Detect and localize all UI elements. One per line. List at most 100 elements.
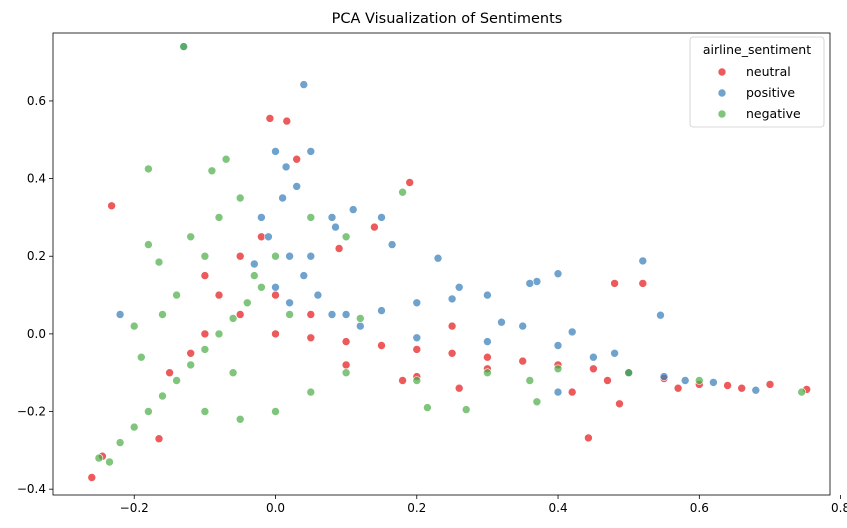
point-negative-9 xyxy=(115,438,125,447)
point-negative-27 xyxy=(129,321,139,331)
point-negative-25 xyxy=(158,310,167,319)
point-negative-36 xyxy=(624,368,634,378)
point-neutral-47 xyxy=(567,387,577,397)
point-positive-18 xyxy=(412,298,422,308)
point-neutral-26 xyxy=(377,341,386,350)
point-neutral-33 xyxy=(235,251,245,261)
point-neutral-49 xyxy=(398,376,407,385)
point-positive-13 xyxy=(553,269,563,279)
point-positive-19 xyxy=(377,306,386,315)
point-negative-21 xyxy=(186,232,195,242)
point-neutral-38 xyxy=(165,368,174,378)
point-negative-18 xyxy=(243,298,252,308)
point-negative-12 xyxy=(158,391,167,401)
point-positive-32 xyxy=(553,341,563,350)
x-axis: −0.2 0.0 0.2 0.4 0.6 0.8 xyxy=(120,495,847,515)
point-positive-40 xyxy=(264,232,273,242)
y-tick-label: −0.2 xyxy=(17,405,46,419)
point-negative-48 xyxy=(228,368,238,378)
legend-box xyxy=(689,36,825,128)
point-neutral-6 xyxy=(292,154,302,164)
point-positive-34 xyxy=(412,333,422,343)
point-negative-20 xyxy=(200,251,210,261)
point-negative-40 xyxy=(461,405,471,414)
point-negative-0 xyxy=(179,42,188,51)
point-neutral-25 xyxy=(412,345,422,354)
point-positive-41 xyxy=(299,271,309,280)
point-neutral-11 xyxy=(615,399,624,409)
x-tick-label: −0.2 xyxy=(120,501,149,515)
point-neutral-0 xyxy=(87,473,97,482)
point-neutral-10 xyxy=(584,433,593,443)
legend-title: airline_sentiment xyxy=(703,42,811,57)
point-negative-46 xyxy=(250,271,259,280)
x-tick-label: 0.4 xyxy=(549,501,568,515)
point-neutral-39 xyxy=(186,348,195,358)
point-neutral-23 xyxy=(483,352,492,362)
y-tick-label: 0.4 xyxy=(27,172,46,186)
x-tick-label: 0.2 xyxy=(407,501,426,515)
point-negative-7 xyxy=(94,453,104,463)
point-positive-24 xyxy=(610,348,619,358)
point-negative-23 xyxy=(235,193,245,203)
legend: airline_sentiment neutral positive negat… xyxy=(689,36,825,128)
point-positive-35 xyxy=(271,282,280,292)
point-neutral-31 xyxy=(214,290,224,300)
point-neutral-24 xyxy=(447,348,457,358)
point-positive-38 xyxy=(278,193,287,203)
y-tick-label: 0.2 xyxy=(27,249,46,263)
point-negative-10 xyxy=(129,422,139,432)
point-negative-11 xyxy=(144,407,153,416)
point-negative-41 xyxy=(532,397,542,407)
point-neutral-4 xyxy=(265,114,275,123)
point-positive-12 xyxy=(656,310,665,320)
point-positive-8 xyxy=(377,213,386,222)
x-tick-label: 0.8 xyxy=(831,501,847,515)
point-positive-45 xyxy=(313,290,323,300)
point-negative-43 xyxy=(341,232,351,242)
point-negative-15 xyxy=(200,345,210,354)
point-negative-6 xyxy=(398,187,407,197)
point-neutral-35 xyxy=(271,290,280,300)
point-negative-14 xyxy=(186,360,195,370)
point-positive-11 xyxy=(638,256,648,266)
point-negative-28 xyxy=(200,407,210,416)
point-positive-36 xyxy=(285,251,294,261)
point-positive-23 xyxy=(567,327,577,337)
y-axis: −0.4 −0.2 0.0 0.2 0.4 0.6 xyxy=(17,94,53,496)
point-negative-1 xyxy=(144,164,153,174)
point-positive-28 xyxy=(680,376,690,385)
y-tick-label: 0.0 xyxy=(27,327,46,341)
point-positive-43 xyxy=(250,259,259,269)
point-neutral-27 xyxy=(341,337,351,346)
point-positive-6 xyxy=(331,222,340,232)
point-positive-4 xyxy=(281,162,291,172)
point-positive-21 xyxy=(518,321,528,331)
point-negative-32 xyxy=(341,368,351,378)
point-positive-10 xyxy=(433,253,443,263)
legend-marker-positive xyxy=(717,88,727,98)
point-neutral-12 xyxy=(603,376,612,385)
point-negative-19 xyxy=(257,282,266,292)
point-neutral-3 xyxy=(154,434,164,444)
point-positive-5 xyxy=(327,213,337,222)
point-positive-46 xyxy=(327,310,337,319)
point-positive-39 xyxy=(292,182,302,191)
point-negative-38 xyxy=(797,387,807,397)
point-positive-25 xyxy=(553,387,563,397)
legend-label-positive: positive xyxy=(746,85,795,100)
plot-frame xyxy=(52,32,831,496)
point-positive-7 xyxy=(348,205,358,214)
point-positive-33 xyxy=(483,337,492,346)
point-neutral-20 xyxy=(589,364,598,374)
point-negative-26 xyxy=(137,352,146,362)
x-tick-label: 0.0 xyxy=(266,501,285,515)
point-negative-3 xyxy=(207,166,217,176)
point-positive-17 xyxy=(447,294,457,304)
point-neutral-46 xyxy=(673,383,683,393)
point-neutral-2 xyxy=(107,201,116,211)
point-positive-9 xyxy=(387,240,397,249)
point-neutral-37 xyxy=(200,329,210,339)
point-negative-8 xyxy=(105,457,114,467)
point-negative-39 xyxy=(423,403,432,412)
